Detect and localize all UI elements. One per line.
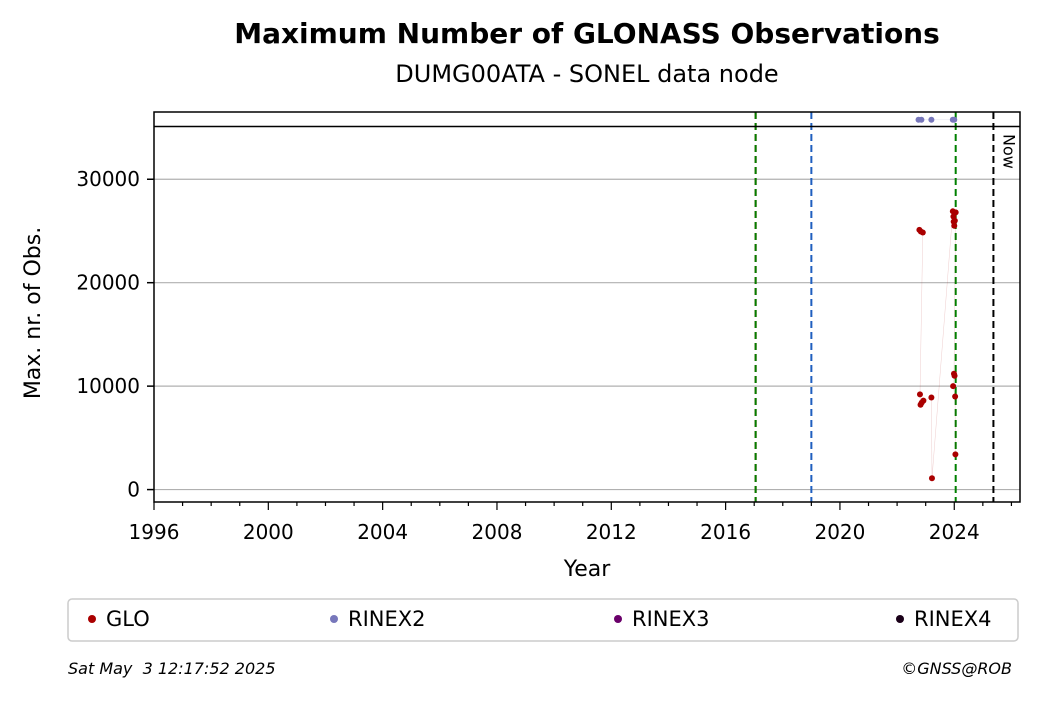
y-tick-label: 10000 xyxy=(76,374,140,398)
x-tick-label: 2000 xyxy=(243,520,294,544)
legend-marker xyxy=(614,615,622,623)
data-point-glo xyxy=(950,383,957,390)
data-point-glo xyxy=(951,372,958,379)
x-axis-label: Year xyxy=(563,557,612,582)
x-tick-label: 2020 xyxy=(814,520,865,544)
y-gridlines xyxy=(154,178,1020,491)
data-point-glo xyxy=(916,391,923,398)
data-point-glo xyxy=(919,229,926,236)
y-tick-label: 30000 xyxy=(76,167,140,191)
now-label: Now xyxy=(999,134,1018,169)
x-tick-label: 2008 xyxy=(472,520,523,544)
data-point-rinex2 xyxy=(918,116,925,123)
x-tick-label: 2012 xyxy=(586,520,637,544)
data-point-glo xyxy=(952,451,959,458)
footer-timestamp: Sat May 3 12:17:52 2025 xyxy=(68,659,276,678)
data-point-glo xyxy=(951,217,958,224)
vertical-marker-lines: Now xyxy=(754,112,1018,502)
plot-frame xyxy=(153,111,1021,503)
legend-label: RINEX4 xyxy=(914,607,992,631)
data-point-rinex2 xyxy=(951,116,958,123)
series-connector xyxy=(919,211,956,479)
x-tick-label: 1996 xyxy=(129,520,180,544)
data-point-glo xyxy=(928,475,935,482)
x-axis-ticks: 1996 2000 2004 2008 2012 2016 2020 2024 xyxy=(129,502,1013,544)
y-axis-label: Max. nr. of Obs. xyxy=(21,227,46,399)
data-point-glo xyxy=(920,397,927,404)
y-tick-label: 0 xyxy=(127,478,140,502)
x-tick-label: 2004 xyxy=(357,520,408,544)
legend-box xyxy=(67,598,1019,642)
legend: GLO RINEX2 RINEX3 RINEX4 xyxy=(88,607,992,631)
x-tick-label: 2016 xyxy=(700,520,751,544)
legend-marker xyxy=(896,615,904,623)
x-tick-label: 2024 xyxy=(929,520,980,544)
footer-credit: ©GNSS@ROB xyxy=(901,659,1012,678)
legend-marker xyxy=(330,615,338,623)
data-point-glo xyxy=(952,209,959,216)
legend-label: RINEX2 xyxy=(348,607,426,631)
y-axis-ticks: 0 10000 20000 30000 xyxy=(76,167,154,502)
chart-title: Maximum Number of GLONASS Observations xyxy=(234,17,940,50)
data-point-glo xyxy=(951,222,958,229)
legend-label: GLO xyxy=(106,607,150,631)
data-point-glo xyxy=(928,394,935,401)
data-point-glo xyxy=(952,393,959,400)
data-point-rinex2 xyxy=(928,116,935,123)
data-points xyxy=(915,116,959,482)
legend-label: RINEX3 xyxy=(632,607,710,631)
legend-marker xyxy=(88,615,96,623)
chart-subtitle: DUMG00ATA - SONEL data node xyxy=(395,60,778,88)
y-tick-label: 20000 xyxy=(76,271,140,295)
